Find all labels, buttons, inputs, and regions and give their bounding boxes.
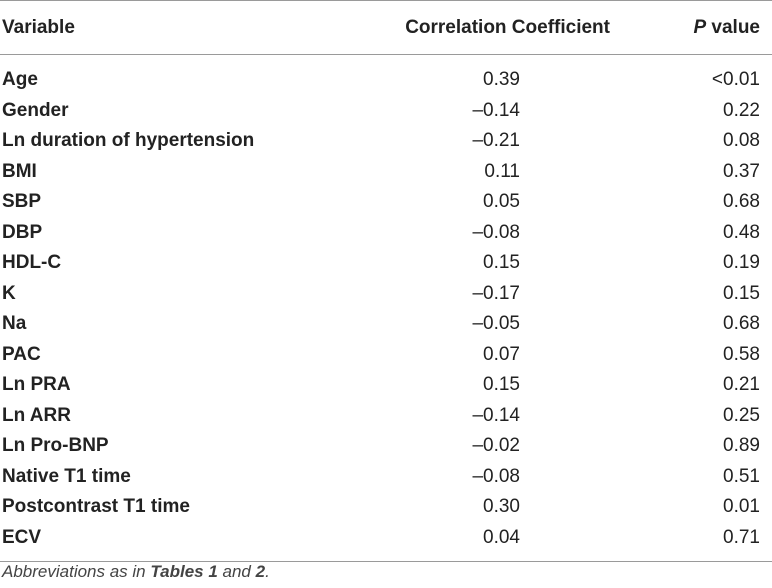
table-row: Ln ARR –0.14 0.25 [0, 401, 772, 432]
cell-variable: Age [2, 69, 38, 90]
table-row: Gender –0.14 0.22 [0, 96, 772, 127]
cell-p-value: 0.58 [723, 343, 760, 365]
cell-coefficient: 0.11 [484, 160, 520, 182]
cell-coefficient: 0.04 [483, 526, 520, 548]
cell-coefficient: –0.14 [472, 404, 520, 426]
cell-variable: Ln duration of hypertension [2, 130, 255, 151]
table-row: Na –0.05 0.68 [0, 309, 772, 340]
cell-coefficient: –0.08 [472, 465, 520, 487]
cell-coefficient: 0.30 [483, 496, 520, 517]
table-row: PAC 0.07 0.58 [0, 340, 772, 371]
footnote-middle: and [217, 562, 256, 581]
table-header-row: Variable Correlation Coefficient P value [0, 1, 772, 54]
table-row: Ln PRA 0.15 0.21 [0, 370, 772, 401]
header-p-value: P value [693, 1, 760, 54]
table-row: DBP –0.08 0.48 [0, 218, 772, 249]
table-row: BMI 0.11 0.37 [0, 157, 772, 188]
cell-p-value: 0.25 [723, 404, 760, 426]
footnote-ref-table-1: Tables 1 [150, 562, 218, 581]
cell-p-value: 0.19 [723, 252, 760, 273]
table-footnote: Abbreviations as in Tables 1 and 2. [2, 562, 270, 582]
table-row: Postcontrast T1 time 0.30 0.01 [0, 492, 772, 523]
cell-p-value: 0.68 [723, 313, 760, 334]
cell-coefficient: –0.17 [472, 282, 520, 304]
table-bottom-rule [0, 561, 772, 562]
cell-variable: K [2, 282, 16, 304]
cell-coefficient: 0.15 [483, 374, 520, 395]
cell-p-value: 0.15 [723, 282, 760, 304]
table-row: SBP 0.05 0.68 [0, 187, 772, 218]
header-coefficient: Correlation Coefficient [405, 17, 610, 38]
cell-p-value: 0.48 [723, 221, 760, 243]
table-row: Ln Pro-BNP –0.02 0.89 [0, 431, 772, 462]
cell-p-value: 0.51 [723, 465, 760, 487]
cell-coefficient: 0.05 [483, 191, 520, 212]
cell-coefficient: –0.21 [472, 130, 520, 151]
cell-coefficient: 0.39 [483, 69, 520, 90]
cell-variable: Gender [2, 99, 69, 121]
footnote-prefix: Abbreviations as in [2, 562, 151, 581]
cell-variable: BMI [2, 160, 37, 182]
cell-p-value: 0.22 [723, 99, 760, 121]
table-row: HDL-C 0.15 0.19 [0, 248, 772, 279]
cell-p-value: 0.71 [723, 526, 760, 548]
table-row: Age 0.39 <0.01 [0, 65, 772, 96]
footnote-suffix: . [265, 562, 270, 581]
cell-variable: DBP [2, 221, 43, 243]
cell-p-value: 0.89 [723, 435, 760, 456]
cell-variable: Postcontrast T1 time [2, 496, 190, 517]
cell-p-value: 0.68 [723, 191, 760, 212]
cell-variable: Ln PRA [2, 374, 71, 395]
table-row: Native T1 time –0.08 0.51 [0, 462, 772, 493]
cell-p-value: 0.08 [723, 130, 760, 151]
header-p-italic: P [693, 17, 707, 38]
cell-variable: Ln ARR [2, 404, 71, 426]
cell-p-value: <0.01 [711, 69, 760, 90]
cell-p-value: 0.37 [723, 160, 760, 182]
table-top-rule [0, 0, 772, 1]
cell-coefficient: –0.02 [472, 435, 520, 456]
cell-variable: ECV [2, 526, 42, 548]
cell-variable: PAC [2, 343, 41, 365]
table-row: K –0.17 0.15 [0, 279, 772, 310]
cell-coefficient: –0.08 [472, 221, 520, 243]
header-variable: Variable [2, 17, 75, 38]
cell-p-value: 0.01 [723, 496, 760, 517]
footnote-ref-table-2: 2 [255, 562, 266, 581]
table-header-rule [0, 54, 772, 55]
cell-coefficient: 0.15 [483, 252, 520, 273]
cell-variable: SBP [2, 191, 42, 212]
cell-coefficient: 0.07 [483, 343, 520, 365]
cell-variable: Ln Pro-BNP [2, 435, 109, 456]
cell-variable: HDL-C [2, 252, 62, 273]
header-p-rest: value [706, 17, 760, 38]
table-body: Age 0.39 <0.01 Gender –0.14 0.22 Ln duration o… [0, 55, 772, 561]
cell-variable: Na [2, 313, 27, 334]
table-row: Ln duration of hypertension –0.21 0.08 [0, 126, 772, 157]
table-row: ECV 0.04 0.71 [0, 523, 772, 554]
cell-coefficient: –0.05 [472, 313, 520, 334]
cell-coefficient: –0.14 [472, 99, 520, 121]
correlation-table: Variable Correlation Coefficient P value… [0, 0, 772, 562]
cell-p-value: 0.21 [723, 374, 760, 395]
cell-variable: Native T1 time [2, 465, 131, 487]
